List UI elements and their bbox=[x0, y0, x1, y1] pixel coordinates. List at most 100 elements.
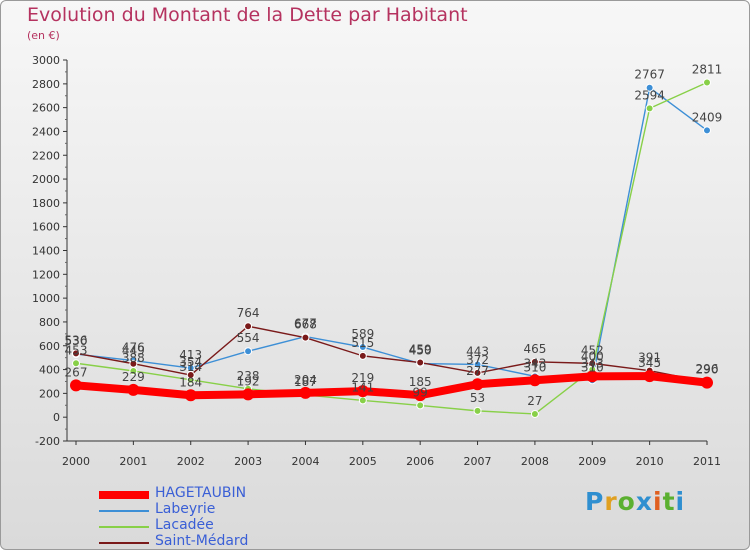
legend-label: Lacadée bbox=[155, 517, 214, 533]
y-tick-label: 600 bbox=[39, 340, 60, 353]
data-label: 388 bbox=[122, 351, 145, 365]
y-tick-label: 2200 bbox=[32, 149, 60, 162]
data-point bbox=[184, 389, 197, 402]
data-point bbox=[72, 349, 80, 358]
data-label: 53 bbox=[470, 391, 485, 405]
data-point bbox=[645, 104, 654, 113]
data-label: 219 bbox=[351, 371, 374, 385]
data-point bbox=[528, 374, 541, 387]
data-point bbox=[471, 378, 484, 391]
data-label: 354 bbox=[179, 355, 202, 369]
data-label: 391 bbox=[638, 351, 661, 365]
data-label: 310 bbox=[581, 360, 604, 374]
x-tick-label: 2011 bbox=[693, 455, 721, 468]
data-label: 343 bbox=[523, 356, 546, 370]
data-label: 764 bbox=[237, 306, 260, 320]
legend-swatch bbox=[99, 491, 149, 499]
logo-letter: t bbox=[662, 487, 676, 516]
proxiti-logo: Proxiti bbox=[585, 487, 685, 516]
y-tick-label: 800 bbox=[39, 316, 60, 329]
y-tick-label: 3000 bbox=[32, 54, 60, 67]
data-point bbox=[530, 409, 539, 418]
data-point bbox=[244, 347, 253, 356]
data-point bbox=[72, 359, 80, 368]
data-point bbox=[70, 379, 82, 392]
data-label: 476 bbox=[122, 341, 145, 355]
data-label: 290 bbox=[696, 363, 719, 377]
data-label: 343 bbox=[581, 356, 604, 370]
data-point bbox=[530, 357, 539, 366]
data-point bbox=[473, 360, 482, 369]
data-label: 372 bbox=[466, 353, 489, 367]
data-point bbox=[186, 371, 195, 380]
x-tick-label: 2005 bbox=[349, 455, 377, 468]
x-tick-label: 2000 bbox=[62, 455, 90, 468]
y-tick-label: 1800 bbox=[32, 197, 60, 210]
data-point bbox=[416, 401, 425, 410]
data-label: 589 bbox=[351, 327, 374, 341]
data-label: 453 bbox=[65, 343, 88, 357]
data-label: 668 bbox=[294, 318, 317, 332]
data-label: 277 bbox=[466, 364, 489, 378]
logo-letter: i bbox=[653, 487, 663, 516]
series-line-lacadée bbox=[75, 81, 708, 415]
chart-subtitle: (en €) bbox=[27, 29, 60, 42]
x-tick-label: 2006 bbox=[406, 455, 434, 468]
data-label: 400 bbox=[581, 350, 604, 364]
data-label: 192 bbox=[237, 374, 260, 388]
data-point bbox=[358, 351, 367, 360]
x-tick-label: 2008 bbox=[521, 455, 549, 468]
data-point bbox=[703, 78, 711, 87]
data-label: 185 bbox=[409, 375, 432, 389]
data-point bbox=[301, 333, 310, 342]
data-point bbox=[358, 343, 367, 352]
data-label: 515 bbox=[351, 336, 374, 350]
y-tick-label: 0 bbox=[53, 411, 60, 424]
data-label: 267 bbox=[65, 365, 88, 379]
data-label: 2594 bbox=[634, 88, 665, 102]
data-label: 459 bbox=[409, 343, 432, 357]
data-point bbox=[358, 396, 367, 405]
x-tick-label: 2001 bbox=[119, 455, 147, 468]
y-tick-label: 2800 bbox=[32, 78, 60, 91]
series-line-saint-médard bbox=[75, 325, 708, 383]
data-label: 99 bbox=[413, 385, 428, 399]
logo-letter: x bbox=[635, 487, 653, 516]
x-tick-label: 2007 bbox=[464, 455, 492, 468]
y-tick-label: 2000 bbox=[32, 173, 60, 186]
data-label: 141 bbox=[351, 380, 374, 394]
data-label: 345 bbox=[638, 356, 661, 370]
legend-label: Labeyrie bbox=[155, 501, 216, 517]
data-point bbox=[242, 388, 255, 401]
logo-letter: i bbox=[675, 487, 686, 516]
y-tick-label: 1600 bbox=[32, 221, 60, 234]
data-point bbox=[701, 376, 713, 389]
data-label: 187 bbox=[294, 375, 317, 389]
data-label: 530 bbox=[65, 334, 88, 348]
data-label: 310 bbox=[523, 360, 546, 374]
data-point bbox=[703, 126, 711, 135]
data-point bbox=[127, 383, 140, 396]
data-label: 677 bbox=[294, 317, 317, 331]
logo-letter: o bbox=[617, 487, 636, 516]
data-point bbox=[588, 359, 597, 368]
series-line-hagetaubin bbox=[72, 372, 711, 400]
data-point bbox=[586, 370, 599, 383]
chart-title: Evolution du Montant de la Dette par Hab… bbox=[27, 4, 468, 26]
legend-swatch bbox=[99, 510, 149, 512]
logo-letter: P bbox=[585, 487, 605, 516]
legend-label: Saint-Médard bbox=[155, 533, 249, 549]
data-label: 2767 bbox=[634, 68, 665, 82]
data-point bbox=[416, 358, 425, 367]
y-tick-label: 2400 bbox=[32, 125, 60, 138]
data-point bbox=[244, 322, 253, 331]
y-tick-label: 1400 bbox=[32, 245, 60, 258]
data-point bbox=[356, 385, 369, 398]
data-point bbox=[473, 368, 482, 377]
y-tick-label: 200 bbox=[39, 387, 60, 400]
data-label: 449 bbox=[122, 344, 145, 358]
legend-swatch bbox=[99, 542, 149, 544]
data-point bbox=[473, 406, 482, 415]
data-label: 450 bbox=[409, 344, 432, 358]
data-label: 204 bbox=[294, 373, 317, 387]
